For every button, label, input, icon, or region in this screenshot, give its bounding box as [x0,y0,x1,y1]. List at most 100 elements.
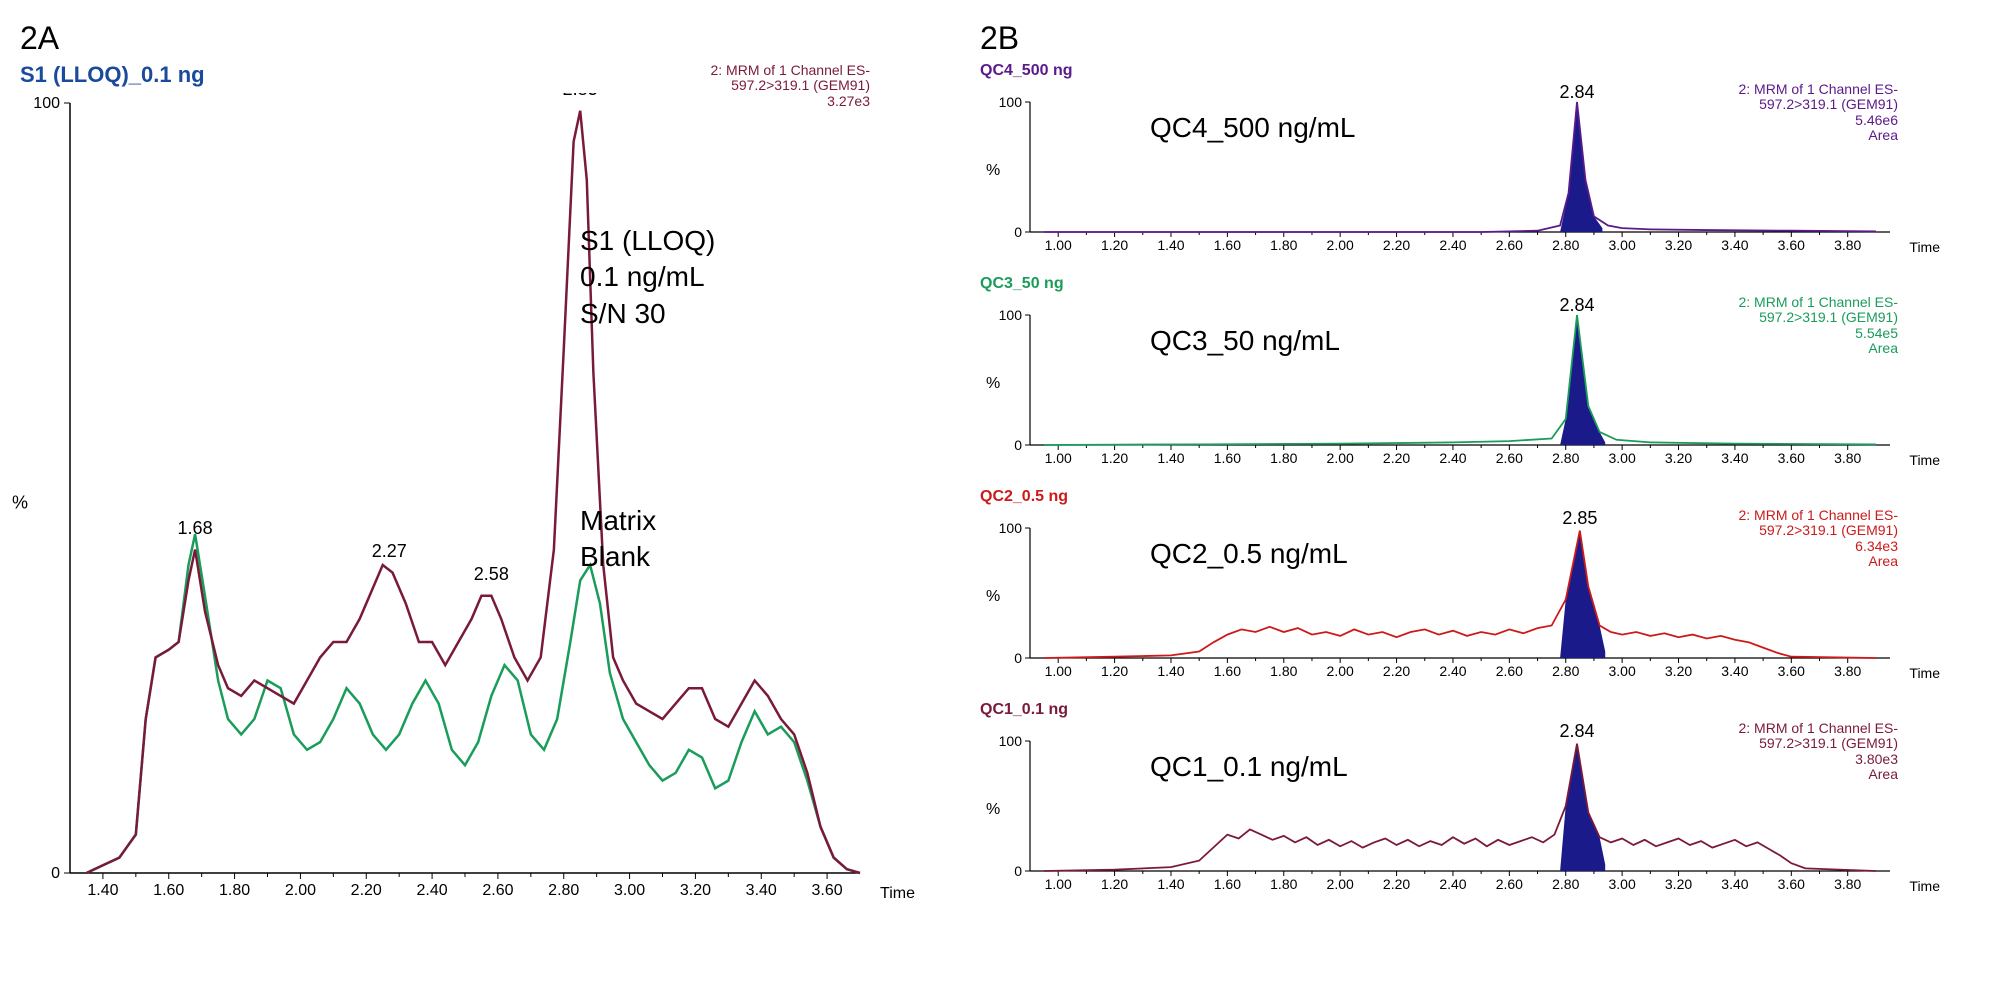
panel-2a-label: 2A [20,20,930,57]
svg-text:1.80: 1.80 [1270,663,1297,679]
chromatogram-qc4: QC4_500 ng01001.001.201.401.601.802.002.… [980,62,1900,267]
svg-text:3.40: 3.40 [746,882,777,899]
small-title: QC2_0.5 ng [980,488,1900,506]
svg-text:3.80: 3.80 [1834,237,1861,253]
x-axis-label: Time [1909,878,1940,894]
mrm-info: 2: MRM of 1 Channel ES-597.2>319.1 (GEM9… [1738,295,1898,357]
svg-text:2.20: 2.20 [1383,876,1410,892]
svg-text:1.60: 1.60 [1214,450,1241,466]
svg-text:1.60: 1.60 [1214,237,1241,253]
peak-label: 2.84 [1559,295,1594,315]
svg-text:3.00: 3.00 [614,882,645,899]
peak-label: 2.85 [563,93,598,99]
peak-label: 2.85 [1562,508,1597,528]
svg-text:2.00: 2.00 [1327,663,1354,679]
svg-text:2.80: 2.80 [1552,663,1579,679]
svg-text:3.80: 3.80 [1834,450,1861,466]
y-axis-label: % [12,493,28,514]
panel-2b-label: 2B [980,20,1970,57]
svg-text:1.20: 1.20 [1101,876,1128,892]
svg-text:2.20: 2.20 [1383,237,1410,253]
y-axis-label: % [986,162,1000,180]
svg-text:1.20: 1.20 [1101,663,1128,679]
svg-text:2.40: 2.40 [1439,450,1466,466]
svg-text:3.00: 3.00 [1609,237,1636,253]
chart-2a-svg: 01001.401.601.802.002.202.402.602.803.00… [20,93,870,913]
overlay-sample-label: S1 (LLOQ)0.1 ng/mLS/N 30 [580,223,715,332]
chart-2b-container: QC4_500 ng 0 100 1.00 1.20 1.40 1.60 1.80 2.00 2.… [980,62,1970,906]
chromatogram-qc1: QC1_0.1 ng01001.001.201.401.601.802.002.… [980,701,1900,906]
svg-text:3.20: 3.20 [680,882,711,899]
svg-text:0: 0 [1014,437,1022,453]
svg-text:2.80: 2.80 [1552,876,1579,892]
svg-text:100: 100 [999,307,1023,323]
svg-text:1.00: 1.00 [1045,663,1072,679]
svg-text:2.20: 2.20 [1383,450,1410,466]
svg-text:2.80: 2.80 [1552,450,1579,466]
svg-text:1.40: 1.40 [1157,876,1184,892]
mrm-info: 2: MRM of 1 Channel ES-597.2>319.1 (GEM9… [1738,82,1898,144]
svg-text:3.00: 3.00 [1609,876,1636,892]
peak-label: 1.68 [178,518,213,538]
svg-text:1.40: 1.40 [1157,450,1184,466]
svg-text:1.20: 1.20 [1101,237,1128,253]
x-axis-label: Time [1909,665,1940,681]
chromatogram-qc2: QC2_0.5 ng01001.001.201.401.601.802.002.… [980,488,1900,693]
svg-text:0: 0 [1014,224,1022,240]
x-axis-label: Time [1909,239,1940,255]
qc-overlay-label: QC3_50 ng/mL [1150,325,1340,357]
svg-text:100: 100 [999,733,1023,749]
svg-text:3.60: 3.60 [812,882,843,899]
svg-text:3.40: 3.40 [1721,663,1748,679]
svg-text:1.80: 1.80 [1270,237,1297,253]
mrm-info: 2: MRM of 1 Channel ES-597.2>319.1 (GEM9… [710,63,870,109]
svg-text:3.00: 3.00 [1609,663,1636,679]
svg-text:2.60: 2.60 [1496,876,1523,892]
peak-label: 2.58 [474,564,509,584]
qc-overlay-label: QC2_0.5 ng/mL [1150,538,1348,570]
svg-text:3.60: 3.60 [1778,876,1805,892]
svg-text:2.40: 2.40 [417,882,448,899]
svg-text:0: 0 [51,865,60,882]
svg-text:3.60: 3.60 [1778,237,1805,253]
svg-text:1.00: 1.00 [1045,450,1072,466]
svg-text:2.20: 2.20 [351,882,382,899]
svg-text:1.60: 1.60 [1214,876,1241,892]
panel-2a: 2A S1 (LLOQ)_0.1 ng 01001.401.601.802.00… [20,20,930,988]
svg-text:2.80: 2.80 [1552,237,1579,253]
y-axis-label: % [986,588,1000,606]
svg-text:3.40: 3.40 [1721,876,1748,892]
svg-text:3.20: 3.20 [1665,663,1692,679]
svg-text:2.20: 2.20 [1383,663,1410,679]
peak-fill [1560,315,1605,445]
qc-overlay-label: QC4_500 ng/mL [1150,112,1355,144]
svg-text:1.00: 1.00 [1045,876,1072,892]
svg-text:2.60: 2.60 [1496,450,1523,466]
svg-text:2.00: 2.00 [285,882,316,899]
peak-label: 2.84 [1559,721,1594,741]
svg-text:3.80: 3.80 [1834,876,1861,892]
trace-blank [86,534,860,873]
svg-text:1.40: 1.40 [1157,237,1184,253]
mrm-info: 2: MRM of 1 Channel ES-597.2>319.1 (GEM9… [1738,721,1898,783]
svg-text:1.80: 1.80 [1270,876,1297,892]
svg-text:3.60: 3.60 [1778,663,1805,679]
svg-text:1.80: 1.80 [1270,450,1297,466]
peak-fill [1560,744,1605,871]
x-axis-label: Time [1909,452,1940,468]
svg-text:2.60: 2.60 [1496,663,1523,679]
x-axis-label: Time [880,885,915,903]
svg-text:100: 100 [999,520,1023,536]
svg-text:3.40: 3.40 [1721,450,1748,466]
panel-2b: 2B QC4_500 ng 0 100 1.00 1.20 1.40 1.60 1.80 2.0… [980,20,1970,988]
svg-text:2.40: 2.40 [1439,876,1466,892]
chart-2a-area: 01001.401.601.802.002.202.402.602.803.00… [20,93,870,913]
svg-text:1.60: 1.60 [153,882,184,899]
svg-text:2.60: 2.60 [482,882,513,899]
svg-text:2.40: 2.40 [1439,237,1466,253]
overlay-blank-label: MatrixBlank [580,503,656,576]
small-title: QC4_500 ng [980,62,1900,80]
small-title: QC1_0.1 ng [980,701,1900,719]
y-axis-label: % [986,801,1000,819]
qc-overlay-label: QC1_0.1 ng/mL [1150,751,1348,783]
